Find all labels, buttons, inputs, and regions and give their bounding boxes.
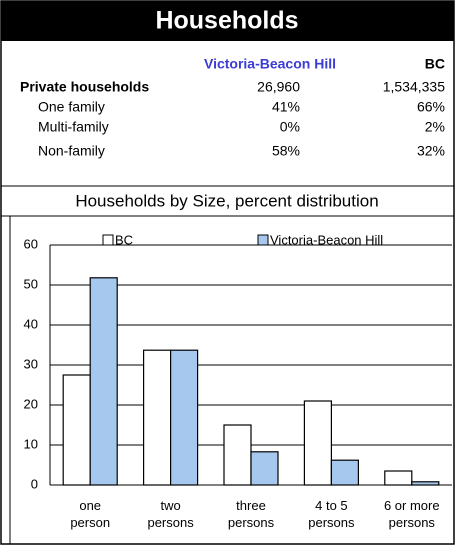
cell: 58% [272,143,300,159]
bar [330,459,359,486]
cell: 66% [417,99,445,115]
column-header: Victoria-Beacon Hill [204,56,336,72]
row-label: One family [38,99,105,115]
y-tick-label: 60 [24,236,38,251]
row-label: Private households [20,79,149,95]
bar [223,424,252,486]
cell: 26,960 [257,79,300,95]
y-tick-label: 50 [24,276,38,291]
cell: 2% [425,119,445,135]
bar [384,470,413,486]
cell: 41% [272,99,300,115]
cell: 32% [417,143,445,159]
x-tick-label: 4 to 5 persons [308,498,355,530]
y-tick-label: 30 [24,356,38,371]
cell: 0% [280,119,300,135]
bar [62,374,91,486]
y-tick-label: 0 [31,476,38,491]
bar [170,349,199,486]
x-tick-label: one person [70,498,110,530]
chart-title: Households by Size, percent distribution [75,191,378,210]
column-header: BC [425,56,445,72]
y-tick-label: 20 [24,396,38,411]
bar [250,451,279,486]
bar [303,400,332,486]
legend-swatch [102,234,114,246]
x-tick-label: 6 or more persons [384,498,440,530]
bar [143,349,172,486]
cell: 1,534,335 [383,79,445,95]
legend-swatch [257,234,269,246]
legend-label: Victoria-Beacon Hill [270,232,383,247]
y-tick-label: 40 [24,316,38,331]
x-tick-label: two persons [147,498,194,530]
title-bar [1,1,454,41]
x-tick-label: three persons [228,498,275,530]
bar [411,481,440,486]
bar [89,277,118,486]
legend-label: BC [115,232,133,247]
row-label: Multi-family [38,119,109,135]
title: Households [155,7,298,35]
row-label: Non-family [38,143,105,159]
y-tick-label: 10 [24,436,38,451]
